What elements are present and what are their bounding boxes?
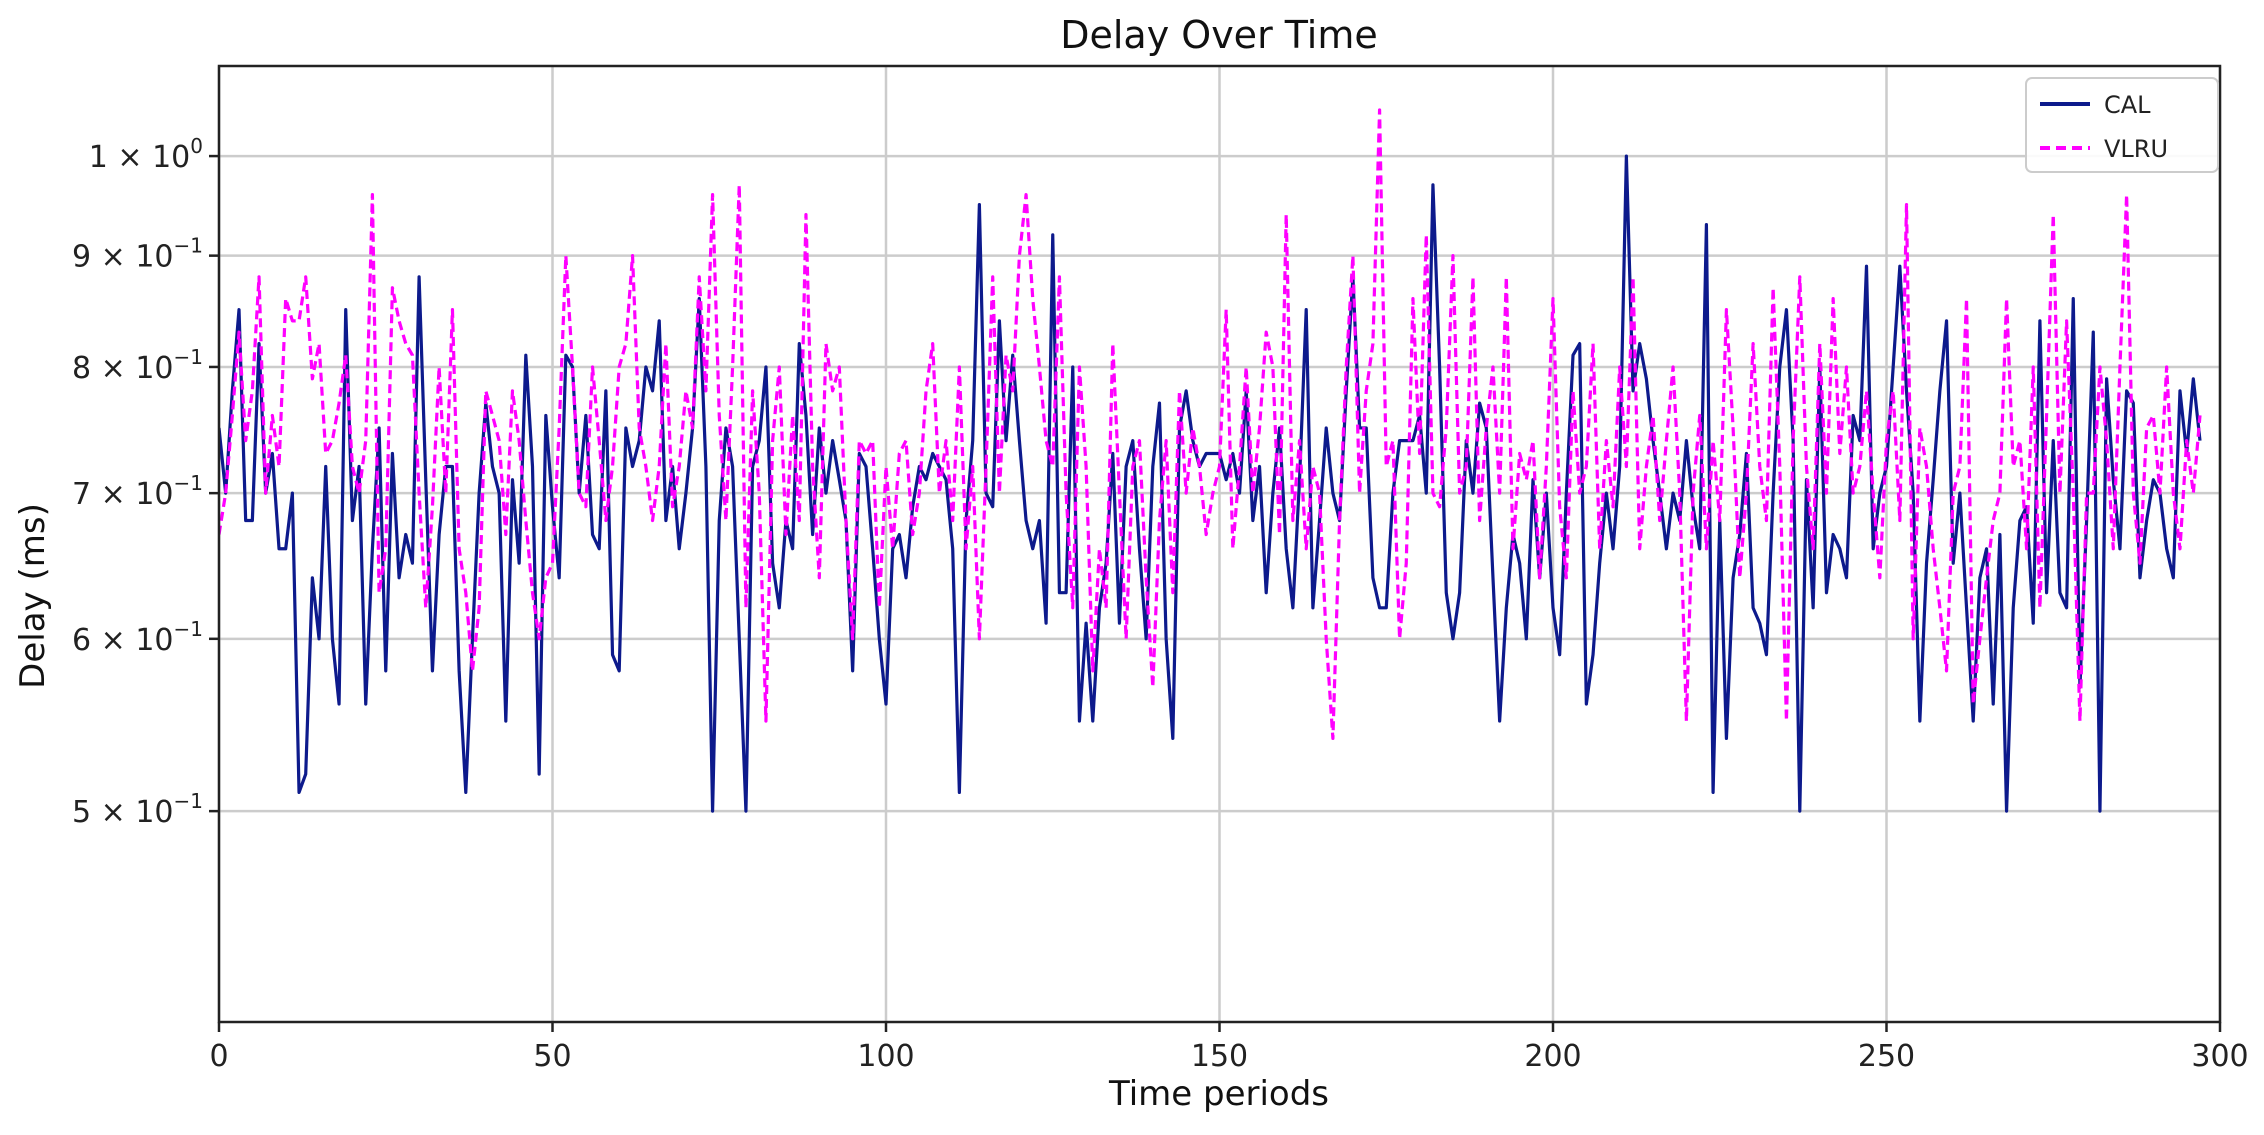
chart-title: Delay Over Time: [1060, 13, 1378, 57]
grid-lines: [217, 66, 2222, 1022]
x-tick-label: 200: [1524, 1039, 1581, 1074]
y-tick-label: 9 × 10−1: [72, 234, 203, 275]
series-layer: [219, 108, 2202, 813]
y-tick-label: 8 × 10−1: [72, 345, 203, 386]
x-tick-label: 250: [1858, 1039, 1915, 1074]
x-tick-label: 150: [1191, 1039, 1248, 1074]
y-tick-label: 7 × 10−1: [72, 471, 203, 512]
x-tick-label: 300: [2191, 1039, 2248, 1074]
legend-label-vlru: VLRU: [2104, 135, 2168, 163]
x-tick-label: 50: [533, 1039, 571, 1074]
x-tick-label: 100: [857, 1039, 914, 1074]
y-axis-label: Delay (ms): [13, 503, 53, 689]
y-tick-label: 5 × 10−1: [72, 789, 203, 830]
series-line-vlru: [219, 108, 2202, 740]
legend-label-cal: CAL: [2104, 91, 2151, 119]
x-axis-label: Time periods: [1108, 1074, 1329, 1114]
series-line-cal: [219, 154, 2202, 813]
axis-ticks: 0 50 100 150 200 250 300 5 × 10−1 6 × 10−1 7 × 10…: [72, 134, 2249, 1074]
legend: CAL VLRU: [2025, 77, 2219, 173]
x-tick-label: 0: [209, 1039, 228, 1074]
y-tick-label: 6 × 10−1: [72, 617, 203, 658]
y-tick-label: 1 × 100: [89, 134, 203, 175]
